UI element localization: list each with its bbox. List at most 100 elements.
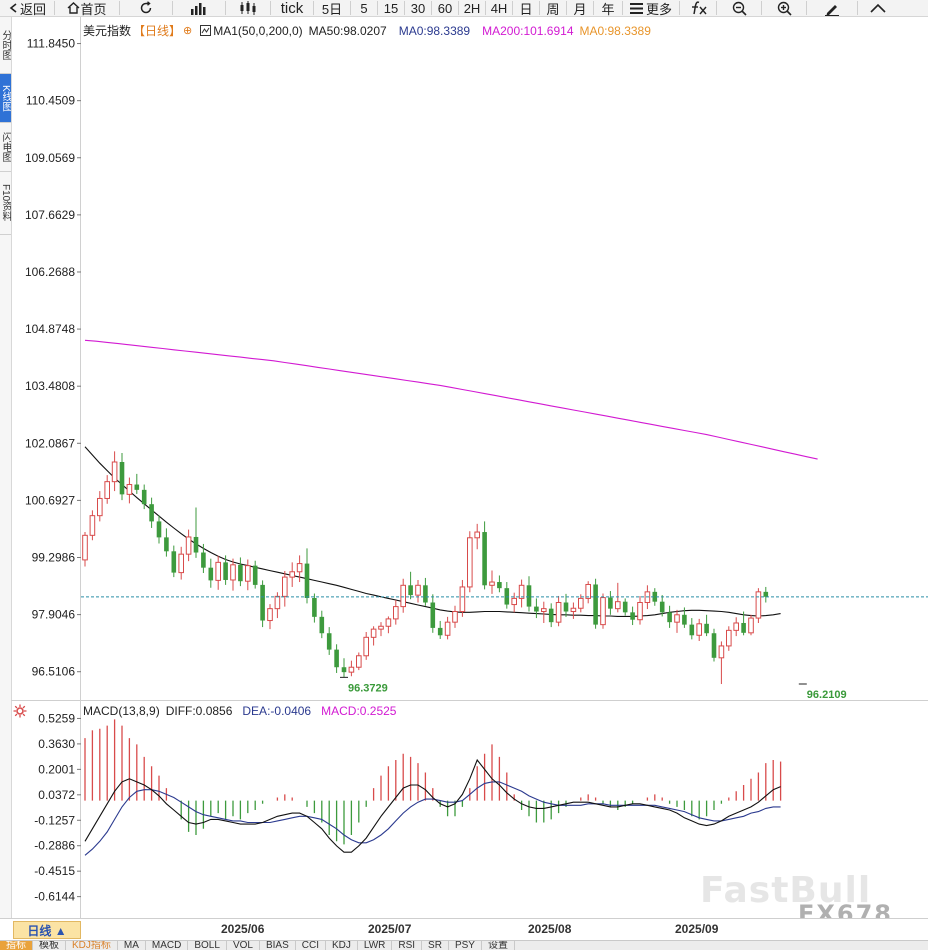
candlestick-button[interactable]	[226, 0, 270, 16]
candle-body-up	[444, 621, 451, 636]
toolbar-divider	[431, 1, 432, 15]
candle-body-up	[282, 576, 288, 597]
indicator-tab[interactable]: LWR	[358, 941, 393, 950]
macd-tick-label: -0.6144	[34, 890, 75, 904]
candle-body-up	[126, 484, 133, 495]
legend-ma200: MA200:101.6914	[482, 23, 574, 38]
period-month-button[interactable]: 月	[573, 1, 587, 17]
candle-body-up	[578, 597, 584, 609]
zoom-out-icon	[732, 1, 747, 16]
indicators-button[interactable]	[173, 0, 225, 16]
period-day-button[interactable]: 日	[519, 1, 533, 17]
indicator-tab[interactable]: 设置	[482, 941, 515, 950]
candle-body-down	[326, 633, 332, 650]
legend-add-icon[interactable]: ⊕	[183, 25, 193, 37]
period-5-button[interactable]: 5	[360, 0, 368, 16]
price-tick-label: 97.9046	[32, 608, 76, 622]
candle-body-down	[482, 532, 487, 586]
macd-tick-label: -0.4515	[34, 864, 75, 878]
indicator-tab[interactable]: MA	[118, 941, 146, 950]
period-2h-button[interactable]: 2H	[463, 0, 481, 16]
legend-symbol: 美元指数	[83, 24, 132, 38]
draw-button[interactable]	[807, 0, 857, 16]
period-year-button[interactable]: 年	[601, 1, 615, 17]
toolbar-divider	[716, 1, 717, 15]
candle-body-up	[718, 645, 725, 659]
legend-ma-name: MA1(50,0,200,0)	[213, 23, 303, 38]
indicator-tab[interactable]: BIAS	[260, 941, 296, 950]
ma200-line	[84, 339, 818, 460]
candle-body-up	[89, 515, 96, 536]
toolbar-divider	[679, 1, 680, 15]
indicator-settings-icon[interactable]	[200, 25, 212, 36]
price-tick-label: 107.6629	[25, 208, 75, 222]
candle-body-down	[548, 608, 554, 623]
zoom-out-button[interactable]	[717, 0, 761, 16]
toolbar-divider	[485, 1, 486, 15]
legend-period[interactable]: 【日线】	[133, 24, 182, 38]
tab-lightning[interactable]: 闪电图	[0, 123, 11, 172]
collapse-button[interactable]	[858, 0, 898, 16]
candle-body-down	[201, 552, 206, 568]
more-button[interactable]: 更多	[623, 0, 679, 17]
tab-time-sharing[interactable]: 分时图	[0, 17, 11, 74]
ma50-line	[84, 446, 781, 617]
indicator-tab[interactable]: CCI	[296, 941, 326, 950]
zoom-in-button[interactable]	[762, 0, 806, 16]
indicator-tab[interactable]: KDJ指标	[66, 941, 118, 950]
indicator-tab[interactable]: PSY	[449, 941, 482, 950]
macd-settings-icon[interactable]	[13, 704, 27, 718]
toolbar-divider	[270, 1, 271, 15]
back-button[interactable]: 返回	[0, 0, 54, 17]
candle-body-down	[430, 602, 436, 628]
period-4h-button[interactable]: 4H	[490, 0, 508, 16]
period-30-button[interactable]: 30	[410, 0, 426, 16]
candle-body-up	[615, 601, 621, 610]
indicator-tab[interactable]: BOLL	[188, 941, 227, 950]
tick-button[interactable]: tick	[280, 0, 304, 17]
candle-body-up	[518, 584, 525, 599]
indicator-tab[interactable]: KDJ	[326, 941, 358, 950]
period-15-button[interactable]: 15	[383, 0, 399, 16]
indicator-tab[interactable]: VOL	[227, 941, 260, 950]
macd-tick-label: -0.2886	[34, 839, 75, 853]
macd-dea: DEA:-0.0406	[242, 704, 312, 718]
low-price-label: 96.3729	[348, 682, 388, 694]
period-week-button[interactable]: 周	[546, 1, 560, 17]
candle-body-down	[223, 562, 228, 580]
chart-type-tabs: 分时图 K线图 闪电图 F10资料	[0, 17, 12, 932]
dea-line	[84, 781, 781, 856]
price-tick-label: 109.0569	[25, 151, 75, 165]
toolbar-divider	[119, 1, 120, 15]
indicator-tab[interactable]: 模板	[33, 941, 66, 950]
candle-body-down	[608, 597, 613, 609]
function-button[interactable]	[680, 0, 716, 16]
candle-body-down	[711, 633, 717, 658]
macd-tick-label: 0.3630	[38, 737, 75, 751]
tab-f10[interactable]: F10资料	[0, 172, 11, 235]
indicator-tab[interactable]: SR	[422, 941, 449, 950]
refresh-button[interactable]	[120, 0, 172, 16]
home-button[interactable]: 首页	[55, 0, 119, 17]
candle-body-up	[452, 611, 458, 623]
macd-chart[interactable]: 0.5259 0.3630 0.2001 0.0372 -0.1257 -0.2886 -0…	[11, 700, 928, 918]
date-axis: 日线 ▲ 2025/06 2025/07 2025/08 2025/09	[0, 918, 928, 939]
period-5d-button[interactable]: 5日	[321, 1, 343, 17]
toolbar-divider	[539, 1, 540, 15]
period-60-button[interactable]: 60	[437, 0, 453, 16]
price-tick-label: 96.5106	[32, 665, 76, 679]
main-legend: 美元指数 【日线】 ⊕ MA1(50,0,200,0) MA50:98.0207…	[83, 22, 651, 39]
candle-body-up	[637, 602, 643, 621]
price-axis: 111.8450 110.4509 109.0569 107.6629 106.2688…	[25, 37, 81, 679]
main-kline-chart[interactable]: 111.8450 110.4509 109.0569 107.6629 106.2688…	[11, 17, 928, 700]
indicator-tab[interactable]: 指标	[0, 941, 33, 950]
period-selector-button[interactable]: 日线 ▲	[13, 921, 81, 939]
indicator-tab[interactable]: RSI	[392, 941, 423, 950]
pencil-icon	[825, 4, 839, 16]
chevron-up-icon	[870, 3, 886, 13]
indicator-tab[interactable]: MACD	[146, 941, 189, 950]
candle-body-down	[156, 521, 162, 538]
candle-body-up	[489, 581, 495, 586]
tab-kline[interactable]: K线图	[0, 74, 11, 123]
toolbar-divider	[350, 1, 351, 15]
